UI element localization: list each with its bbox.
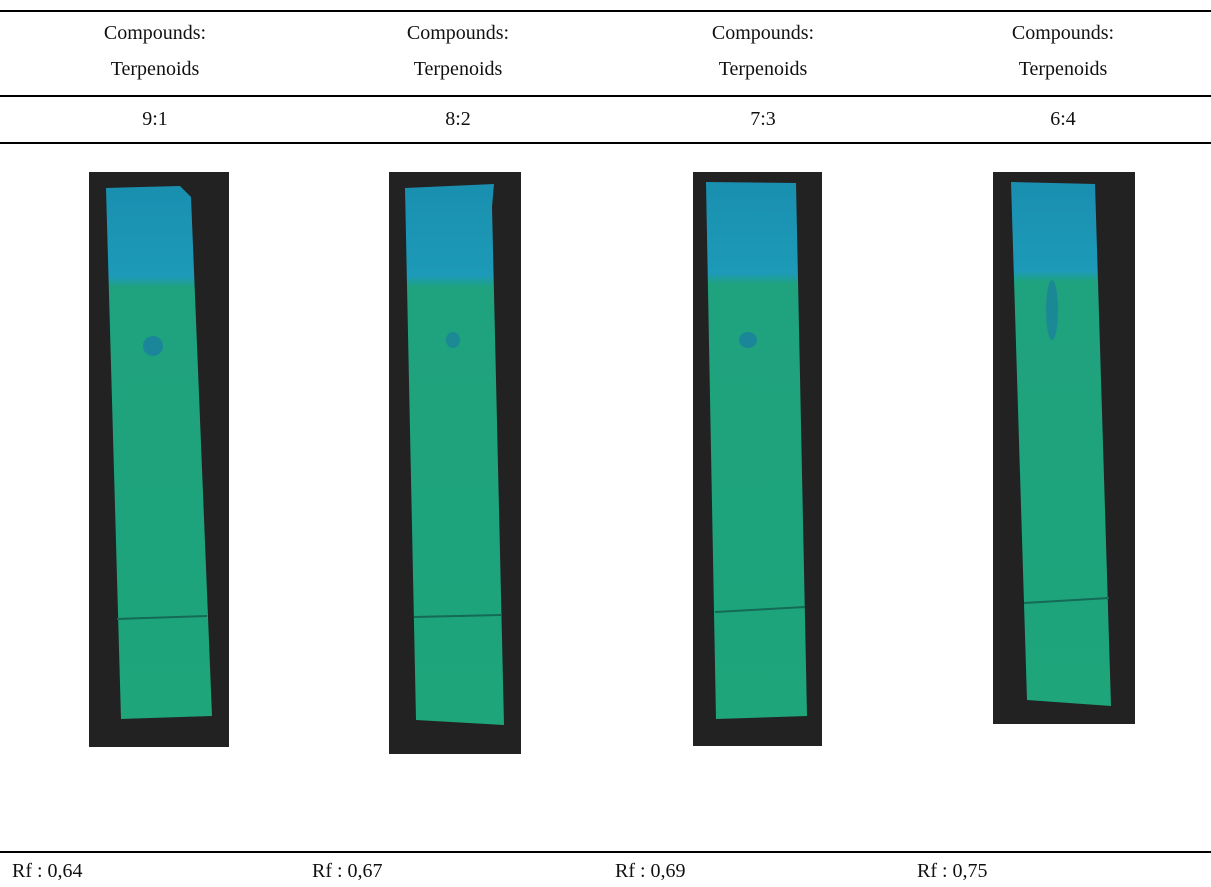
rf-value: Rf : 0,67 [312,860,383,883]
rf-value: Rf : 0,69 [615,860,686,883]
page: Compounds: Terpenoids Compounds: Terpeno… [0,0,1211,887]
rf-value: Rf : 0,64 [12,860,83,883]
plate-photo [693,172,822,746]
plate-photo [993,172,1135,724]
plate-photo [389,172,521,754]
plate-photo [89,172,229,747]
rf-value: Rf : 0,75 [917,860,988,883]
tlc-plates [0,0,1211,887]
